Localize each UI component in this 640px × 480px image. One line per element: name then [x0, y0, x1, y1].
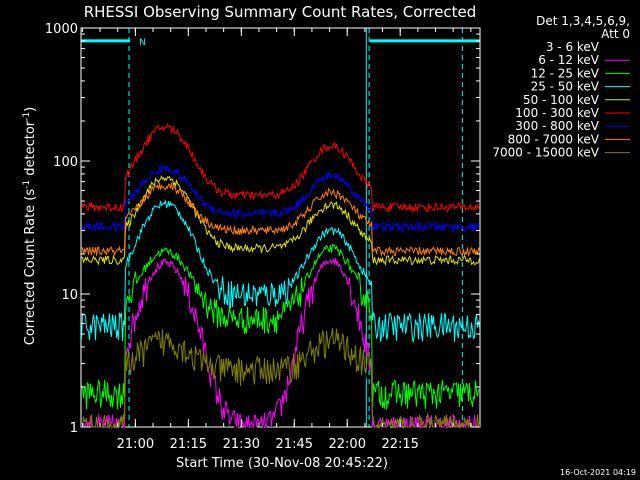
x-tick-label: 21:30 — [223, 437, 260, 452]
y-axis-label-end: ) — [23, 107, 38, 112]
legend-label-4: 25 - 50 keV — [531, 80, 600, 94]
y-tick-label: 1000 — [45, 22, 78, 37]
series-line-7 — [81, 163, 480, 233]
series-line-5 — [81, 175, 480, 267]
x-tick-label: 22:00 — [329, 437, 366, 452]
flag-annotation: N — [139, 38, 146, 48]
y-axis-label-text: Corrected Count Rate (s — [23, 189, 38, 346]
y-axis-ticks: 1 10 100 1000 — [45, 22, 480, 436]
x-tick-label: 22:15 — [381, 437, 418, 452]
legend-label-8: 800 - 7000 keV — [508, 132, 600, 146]
x-axis-ticks: 21:00 21:15 21:30 21:45 22:00 22:15 — [81, 28, 472, 452]
y-axis-label: Corrected Count Rate (s-1 detector-1) — [22, 107, 38, 345]
legend-label-7: 300 - 800 keV — [515, 119, 599, 133]
legend-label-2: 6 - 12 keV — [538, 53, 600, 67]
series-line-8 — [81, 182, 480, 258]
legend-label-6: 100 - 300 keV — [515, 106, 599, 120]
x-tick-label: 21:15 — [170, 437, 207, 452]
axes — [80, 27, 481, 428]
y-tick-label: 10 — [61, 288, 78, 303]
series-line-9 — [81, 327, 480, 429]
legend-header-line-2: Att 0 — [601, 27, 630, 41]
y-axis-label-mid: detector — [23, 120, 38, 180]
series-line-4 — [81, 200, 480, 343]
legend-header-line-1: Det 1,3,4,5,6,9, — [536, 14, 630, 28]
legend-label-5: 50 - 100 keV — [523, 93, 600, 107]
legend-label-9: 7000 - 15000 keV — [492, 146, 599, 160]
footer-timestamp: 16-Oct-2021 04:19 — [560, 468, 636, 477]
series-line-3 — [81, 243, 480, 410]
x-axis-label: Start Time (30-Nov-08 20:45:22) — [176, 456, 388, 471]
legend-label-3: 12 - 25 keV — [531, 66, 600, 80]
y-tick-label: 1 — [70, 421, 78, 436]
y-axis-label-sup2: -1 — [22, 112, 32, 121]
legend-label-1: 3 - 6 keV — [546, 40, 600, 54]
x-tick-label: 21:45 — [276, 437, 313, 452]
series-layer — [81, 123, 480, 429]
x-tick-label: 21:00 — [117, 437, 154, 452]
y-tick-label: 100 — [53, 155, 78, 170]
series-line-6 — [81, 123, 480, 214]
chart-title: RHESSI Observing Summary Count Rates, Co… — [84, 3, 477, 21]
y-axis-label-sup1: -1 — [22, 180, 32, 189]
plot-frame — [80, 27, 481, 428]
